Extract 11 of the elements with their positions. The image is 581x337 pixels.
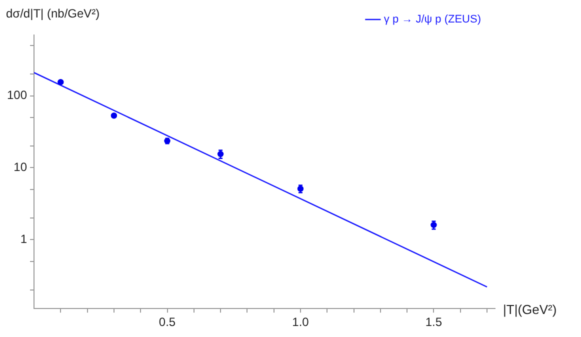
x-tick-label: 1.5	[425, 315, 442, 330]
x-tick-label: 0.5	[158, 315, 176, 330]
y-tick-label: 10	[14, 160, 28, 174]
legend-label: γ p → J/ψ p (ZEUS)	[384, 14, 481, 26]
x-axis-title: |T|(GeV²)	[503, 302, 557, 318]
y-axis-title: dσ/d|T| (nb/GeV²)	[6, 6, 100, 20]
point	[58, 79, 64, 86]
point	[110, 112, 118, 119]
y-tick-label: 1	[20, 232, 28, 246]
y-tick-label: 100	[6, 88, 28, 102]
x-tick-label: 1.0	[292, 315, 310, 330]
